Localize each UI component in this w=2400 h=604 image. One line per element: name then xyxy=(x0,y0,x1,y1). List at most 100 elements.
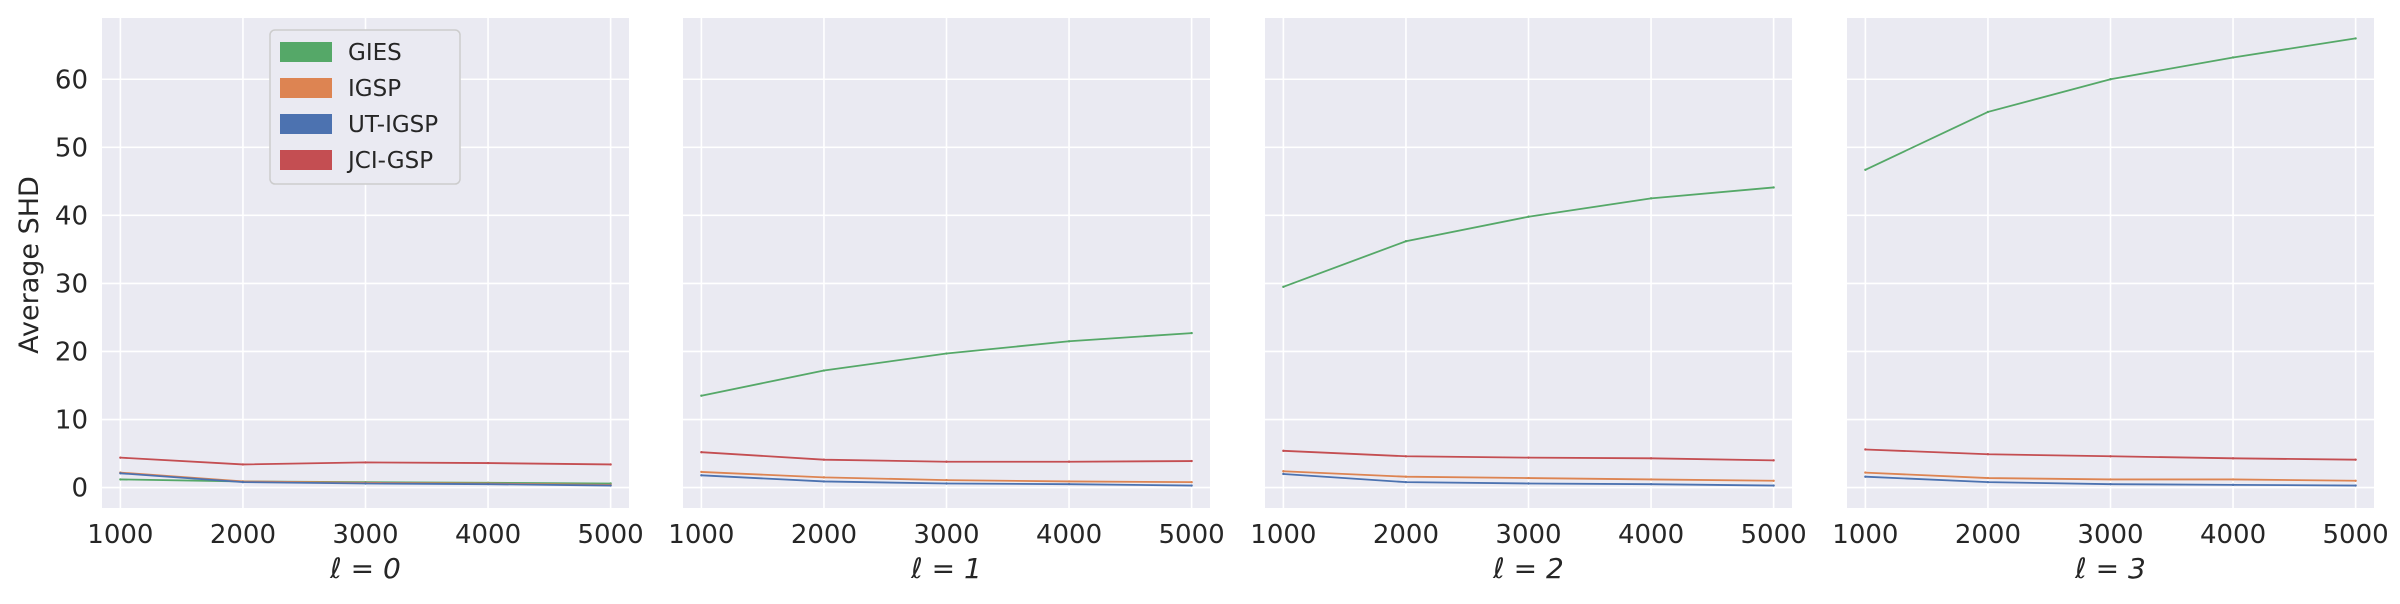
x-tick-label: 2000 xyxy=(791,520,857,550)
data-point-ut-igsp xyxy=(364,482,367,485)
panel-1: 1000 2000 3000 4000 5000 ℓ = 1 xyxy=(668,18,1225,585)
data-point-ut-igsp xyxy=(822,480,826,483)
data-point-ut-igsp xyxy=(486,482,490,486)
data-point-gies xyxy=(2109,78,2112,81)
x-tick-label: 5000 xyxy=(1159,520,1225,550)
data-point-gies xyxy=(1649,197,1653,200)
legend: GIES IGSP UT-IGSP JCI-GSP xyxy=(269,29,461,185)
data-point-jci-gsp xyxy=(1190,459,1193,463)
data-point-jci-gsp xyxy=(119,456,122,459)
legend-swatch-gies xyxy=(280,42,332,62)
y-tick-label: 10 xyxy=(55,406,88,436)
data-point-gies xyxy=(1772,186,1775,189)
data-point-igsp xyxy=(1772,479,1775,482)
data-point-igsp xyxy=(2109,478,2112,481)
data-point-igsp xyxy=(1649,478,1653,481)
x-axis-label-1: ℓ = 1 xyxy=(910,552,982,585)
y-tick-label: 20 xyxy=(55,337,88,367)
x-tick-label: 4000 xyxy=(1618,520,1684,550)
data-point-jci-gsp xyxy=(1527,456,1530,459)
data-point-ut-igsp xyxy=(609,484,612,487)
data-point-ut-igsp xyxy=(1404,480,1408,484)
data-point-ut-igsp xyxy=(1067,482,1071,486)
data-point-jci-gsp xyxy=(945,460,948,463)
data-point-ut-igsp xyxy=(1527,482,1530,485)
x-tick-label: 3000 xyxy=(2077,520,2143,550)
data-point-ut-igsp xyxy=(119,472,122,475)
x-tick-label: 1000 xyxy=(1832,520,1898,550)
data-point-jci-gsp xyxy=(241,463,245,466)
x-tick-label: 2000 xyxy=(1373,520,1439,550)
data-point-jci-gsp xyxy=(486,461,490,465)
panel-3: 1000 2000 3000 4000 5000 ℓ = 3 xyxy=(1832,18,2389,585)
legend-label-ut-igsp: UT-IGSP xyxy=(348,112,438,138)
data-point-gies xyxy=(945,352,948,355)
data-point-gies xyxy=(119,478,122,481)
data-point-ut-igsp xyxy=(1864,475,1867,478)
data-point-gies xyxy=(1282,285,1285,289)
data-point-ut-igsp xyxy=(1772,484,1775,487)
data-point-igsp xyxy=(1864,471,1867,474)
data-point-ut-igsp xyxy=(1190,484,1193,487)
data-point-igsp xyxy=(2354,479,2357,482)
data-point-gies xyxy=(1527,215,1530,218)
data-point-ut-igsp xyxy=(945,482,948,485)
x-tick-label: 1000 xyxy=(1250,520,1316,550)
data-point-gies xyxy=(1404,240,1408,243)
data-point-gies xyxy=(822,369,826,372)
x-tick-label: 3000 xyxy=(1495,520,1561,550)
legend-label-gies: GIES xyxy=(348,40,402,66)
data-point-igsp xyxy=(1067,480,1071,483)
legend-label-igsp: IGSP xyxy=(348,76,401,102)
data-point-ut-igsp xyxy=(2231,483,2235,487)
legend-swatch-igsp xyxy=(280,78,332,98)
x-tick-label: 3000 xyxy=(332,520,398,550)
data-point-ut-igsp xyxy=(1282,472,1285,476)
x-tick-label: 4000 xyxy=(2200,520,2266,550)
x-tick-label: 4000 xyxy=(1036,520,1102,550)
y-tick-label: 60 xyxy=(55,65,88,95)
data-point-igsp xyxy=(945,478,948,482)
y-tick-label: 30 xyxy=(55,269,88,299)
x-axis-label-0: ℓ = 0 xyxy=(329,552,401,585)
data-point-ut-igsp xyxy=(1649,482,1653,486)
data-point-jci-gsp xyxy=(364,461,367,464)
x-tick-label: 5000 xyxy=(578,520,644,550)
x-tick-label: 3000 xyxy=(913,520,979,550)
y-tick-label: 50 xyxy=(55,133,88,163)
data-point-igsp xyxy=(1986,476,1990,480)
legend-frame xyxy=(269,29,461,185)
data-point-gies xyxy=(1864,168,1867,171)
x-tick-label: 5000 xyxy=(1741,520,1807,550)
x-axis-label-3: ℓ = 3 xyxy=(2074,552,2146,585)
data-point-jci-gsp xyxy=(2231,457,2235,460)
data-point-igsp xyxy=(1190,480,1193,484)
data-point-gies xyxy=(2231,56,2235,59)
data-point-gies xyxy=(1986,110,1990,114)
x-tick-label: 5000 xyxy=(2323,520,2389,550)
data-point-jci-gsp xyxy=(1772,459,1775,462)
y-axis-title: Average SHD xyxy=(14,176,45,354)
data-point-gies xyxy=(1067,340,1071,343)
data-point-igsp xyxy=(1404,475,1408,478)
x-axis-label-2: ℓ = 2 xyxy=(1492,552,1564,585)
data-point-ut-igsp xyxy=(2109,482,2112,486)
data-point-jci-gsp xyxy=(700,450,703,454)
data-point-jci-gsp xyxy=(822,458,826,461)
data-point-jci-gsp xyxy=(1864,448,1867,451)
data-point-jci-gsp xyxy=(1404,455,1408,458)
legend-swatch-ut-igsp xyxy=(280,114,332,134)
legend-swatch-jci-gsp xyxy=(280,150,332,170)
x-tick-label: 1000 xyxy=(668,520,734,550)
data-point-jci-gsp xyxy=(1067,460,1071,463)
y-tick-label: 0 xyxy=(71,474,88,504)
data-point-igsp xyxy=(700,470,703,474)
data-point-jci-gsp xyxy=(2354,458,2357,461)
panel-2: 1000 2000 3000 4000 5000 ℓ = 2 xyxy=(1250,18,1807,585)
data-point-jci-gsp xyxy=(609,463,612,466)
data-point-jci-gsp xyxy=(1282,449,1285,453)
data-point-ut-igsp xyxy=(2354,484,2357,487)
legend-label-jci-gsp: JCI-GSP xyxy=(346,148,433,174)
data-point-igsp xyxy=(822,476,826,479)
